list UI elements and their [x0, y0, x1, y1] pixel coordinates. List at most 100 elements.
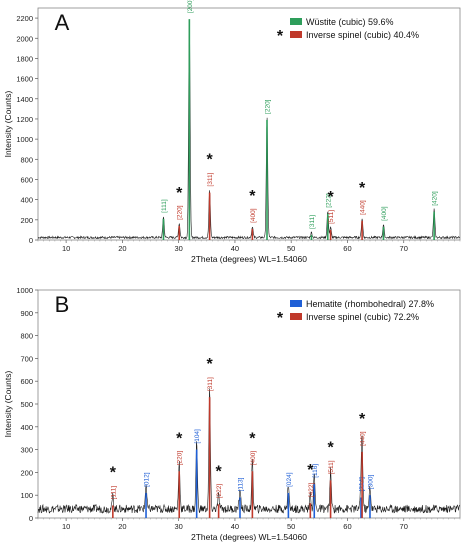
hkl-label: [200] [187, 0, 194, 13]
chart-panel-a: 0 200 400 600 800 1000 1200 1400 1600 1800 2000 220… [3, 0, 461, 264]
phase-marker-asterisk: * [206, 152, 213, 169]
hkl-label: [116] [312, 464, 319, 478]
y-tick-label: 0 [29, 514, 33, 523]
phase-marker-asterisk: * [327, 189, 334, 206]
x-tick-label: 40 [231, 244, 239, 253]
plot-frame [37, 289, 461, 519]
hkl-label: [420] [432, 191, 439, 206]
hkl-label: [440] [360, 431, 367, 446]
x-tick-label: 30 [174, 522, 182, 531]
y-tick-label: 1000 [16, 286, 33, 295]
x-tick-label: 60 [343, 244, 351, 253]
hkl-label: [440] [360, 200, 367, 215]
phase-marker-asterisk: * [215, 463, 222, 480]
hkl-label: [220] [177, 205, 184, 220]
x-tick-label: 70 [400, 244, 408, 253]
hkl-label: [220] [177, 451, 184, 466]
hkl-label: [511] [328, 460, 335, 474]
y-tick-label: 1800 [16, 54, 33, 63]
legend-swatch [290, 18, 302, 25]
series-2: [111] * [220] * [311] * [222] * [400] * [511] * [422… [110, 356, 367, 518]
legend-swatch [290, 300, 302, 307]
legend-swatch [290, 31, 302, 38]
hkl-label: [311] [309, 215, 316, 229]
y-tick-label: 1000 [16, 135, 33, 144]
hkl-label: [113] [237, 477, 244, 491]
legend-swatch [290, 313, 302, 320]
plot-frame [37, 7, 461, 241]
chart-panel-b: 0 100 200 300 400 500 600 700 800 900 1000 10 20 30 40… [3, 286, 461, 542]
hkl-label: [400] [250, 451, 257, 466]
y-tick-label: 100 [20, 491, 33, 500]
y-tick-label: 900 [20, 309, 33, 318]
y-tick-label: 400 [20, 423, 33, 432]
y-axis-label: Intensity (Counts) [3, 91, 13, 158]
y-tick-label: 500 [20, 400, 33, 409]
legend: Hematite (rhombohedral) 27.8% * Inverse sp… [277, 299, 434, 327]
x-tick-label: 10 [62, 244, 70, 253]
series-1: [111] [200] [220] [311] [222] [400] [420] [161, 0, 439, 240]
x-tick-label: 70 [400, 522, 408, 531]
hkl-label: [311] [207, 377, 214, 391]
y-tick-label: 2200 [16, 14, 33, 23]
phase-marker-asterisk: * [327, 439, 334, 456]
x-tick-label: 50 [287, 522, 295, 531]
hkl-label: [311] [207, 172, 214, 186]
x-tick-label: 30 [174, 244, 182, 253]
x-axis-label: 2Theta (degrees) WL=1.54060 [191, 532, 307, 542]
phase-marker-asterisk: * [359, 180, 366, 197]
hkl-label: [111] [161, 199, 168, 213]
phase-marker-asterisk: * [176, 430, 183, 447]
y-tick-label: 200 [20, 468, 33, 477]
hkl-label: [422] [308, 483, 315, 498]
y-tick-label: 400 [20, 196, 33, 205]
x-tick-label: 20 [118, 522, 126, 531]
phase-marker-asterisk: * [249, 188, 256, 205]
hkl-label: [300] [367, 475, 374, 490]
y-tick-label: 0 [29, 236, 33, 245]
x-tick-label: 40 [231, 522, 239, 531]
y-tick-label: 300 [20, 446, 33, 455]
y-tick-label: 1600 [16, 75, 33, 84]
measured-pattern [37, 388, 461, 514]
phase-marker-asterisk: * [110, 464, 117, 481]
hkl-label: [220] [265, 99, 272, 114]
phase-marker-asterisk: * [176, 185, 183, 202]
y-tick-label: 700 [20, 354, 33, 363]
x-tick-label: 10 [62, 522, 70, 531]
legend-asterisk: * [277, 28, 284, 45]
series-2: [220] * [311] * [400] * [511] * [440] * [176, 152, 367, 240]
measured-pattern [37, 19, 461, 240]
y-tick-label: 600 [20, 175, 33, 184]
hkl-label: [111] [110, 486, 117, 500]
y-tick-label: 2000 [16, 34, 33, 43]
x-tick-label: 20 [118, 244, 126, 253]
y-tick-label: 800 [20, 155, 33, 164]
y-tick-label: 200 [20, 216, 33, 225]
y-tick-label: 600 [20, 377, 33, 386]
phase-marker-asterisk: * [307, 462, 314, 479]
x-axis-label: 2Theta (degrees) WL=1.54060 [191, 254, 307, 264]
hkl-label: [400] [381, 206, 388, 221]
x-tick-label: 50 [287, 244, 295, 253]
legend: Wüstite (cubic) 59.6% * Inverse spinel (cu… [277, 17, 419, 45]
panel-label: A [55, 10, 70, 35]
phase-marker-asterisk: * [359, 411, 366, 428]
hkl-label: [012] [144, 472, 151, 487]
legend-asterisk: * [277, 310, 284, 327]
y-tick-label: 800 [20, 332, 33, 341]
x-tick-label: 60 [343, 522, 351, 531]
y-tick-label: 1400 [16, 95, 33, 104]
hkl-label: [511] [328, 210, 335, 224]
hkl-label: [104] [194, 429, 201, 444]
phase-marker-asterisk: * [249, 430, 256, 447]
hkl-label: [222] [325, 193, 332, 208]
y-axis-label: Intensity (Counts) [3, 371, 13, 438]
legend-label: Inverse spinel (cubic) 40.4% [306, 30, 419, 40]
hkl-label: [222] [216, 484, 223, 499]
phase-marker-asterisk: * [206, 356, 213, 373]
hkl-label: [400] [250, 208, 257, 223]
panel-label: B [55, 292, 70, 317]
legend-label: Inverse spinel (cubic) 72.2% [306, 312, 419, 322]
